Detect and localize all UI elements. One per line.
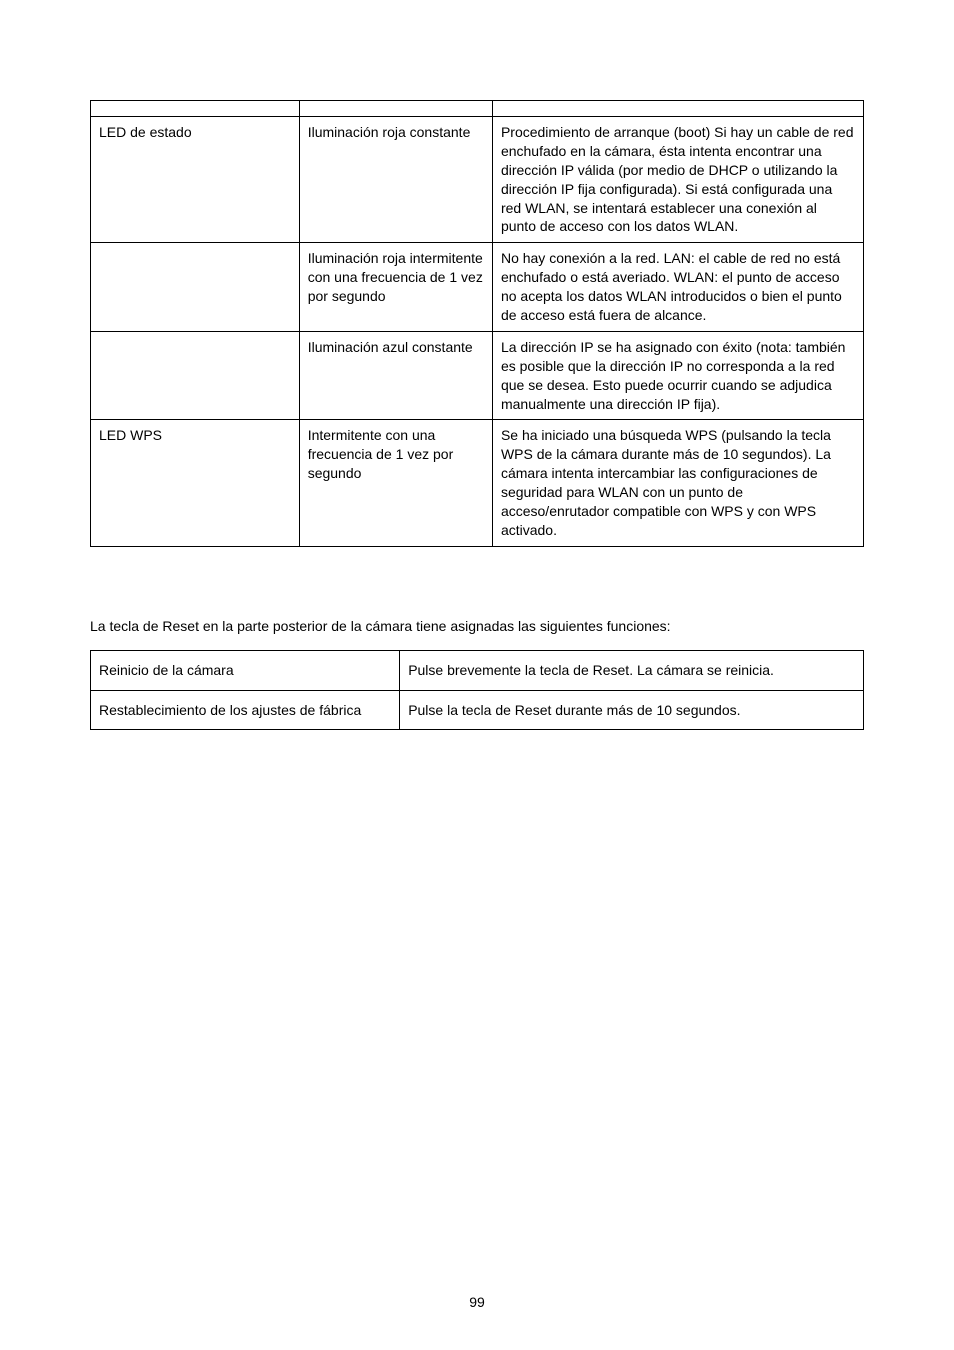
table-cell: Pulse brevemente la tecla de Reset. La c… xyxy=(400,650,864,690)
table-cell xyxy=(492,101,863,117)
table-cell xyxy=(91,101,300,117)
table-cell: LED WPS xyxy=(91,420,300,546)
table-cell: Procedimiento de arranque (boot) Si hay … xyxy=(492,117,863,243)
table-cell: Se ha iniciado una búsqueda WPS (pulsand… xyxy=(492,420,863,546)
table-cell: Reinicio de la cámara xyxy=(91,650,400,690)
table-cell: LED de estado xyxy=(91,117,300,243)
table-cell xyxy=(91,331,300,420)
table-cell xyxy=(91,243,300,332)
led-status-table: LED de estado Iluminación roja constante… xyxy=(90,100,864,547)
table-cell: No hay conexión a la red. LAN: el cable … xyxy=(492,243,863,332)
table-cell: Intermitente con una frecuencia de 1 vez… xyxy=(299,420,492,546)
table-cell: Iluminación roja constante xyxy=(299,117,492,243)
reset-table: Reinicio de la cámara Pulse brevemente l… xyxy=(90,650,864,731)
table-cell: Restablecimiento de los ajustes de fábri… xyxy=(91,690,400,730)
table-cell xyxy=(299,101,492,117)
page-number: 99 xyxy=(0,1294,954,1310)
table-cell: Iluminación roja intermitente con una fr… xyxy=(299,243,492,332)
table-row: LED de estado Iluminación roja constante… xyxy=(91,117,864,243)
table-row: Restablecimiento de los ajustes de fábri… xyxy=(91,690,864,730)
table-cell: Pulse la tecla de Reset durante más de 1… xyxy=(400,690,864,730)
table-row xyxy=(91,101,864,117)
table-cell: Iluminación azul constante xyxy=(299,331,492,420)
table-row: Iluminación roja intermitente con una fr… xyxy=(91,243,864,332)
table-cell: La dirección IP se ha asignado con éxito… xyxy=(492,331,863,420)
table-row: LED WPS Intermitente con una frecuencia … xyxy=(91,420,864,546)
page: LED de estado Iluminación roja constante… xyxy=(0,0,954,1350)
table-row: Reinicio de la cámara Pulse brevemente l… xyxy=(91,650,864,690)
table-row: Iluminación azul constante La dirección … xyxy=(91,331,864,420)
reset-intro-text: La tecla de Reset en la parte posterior … xyxy=(90,617,864,636)
